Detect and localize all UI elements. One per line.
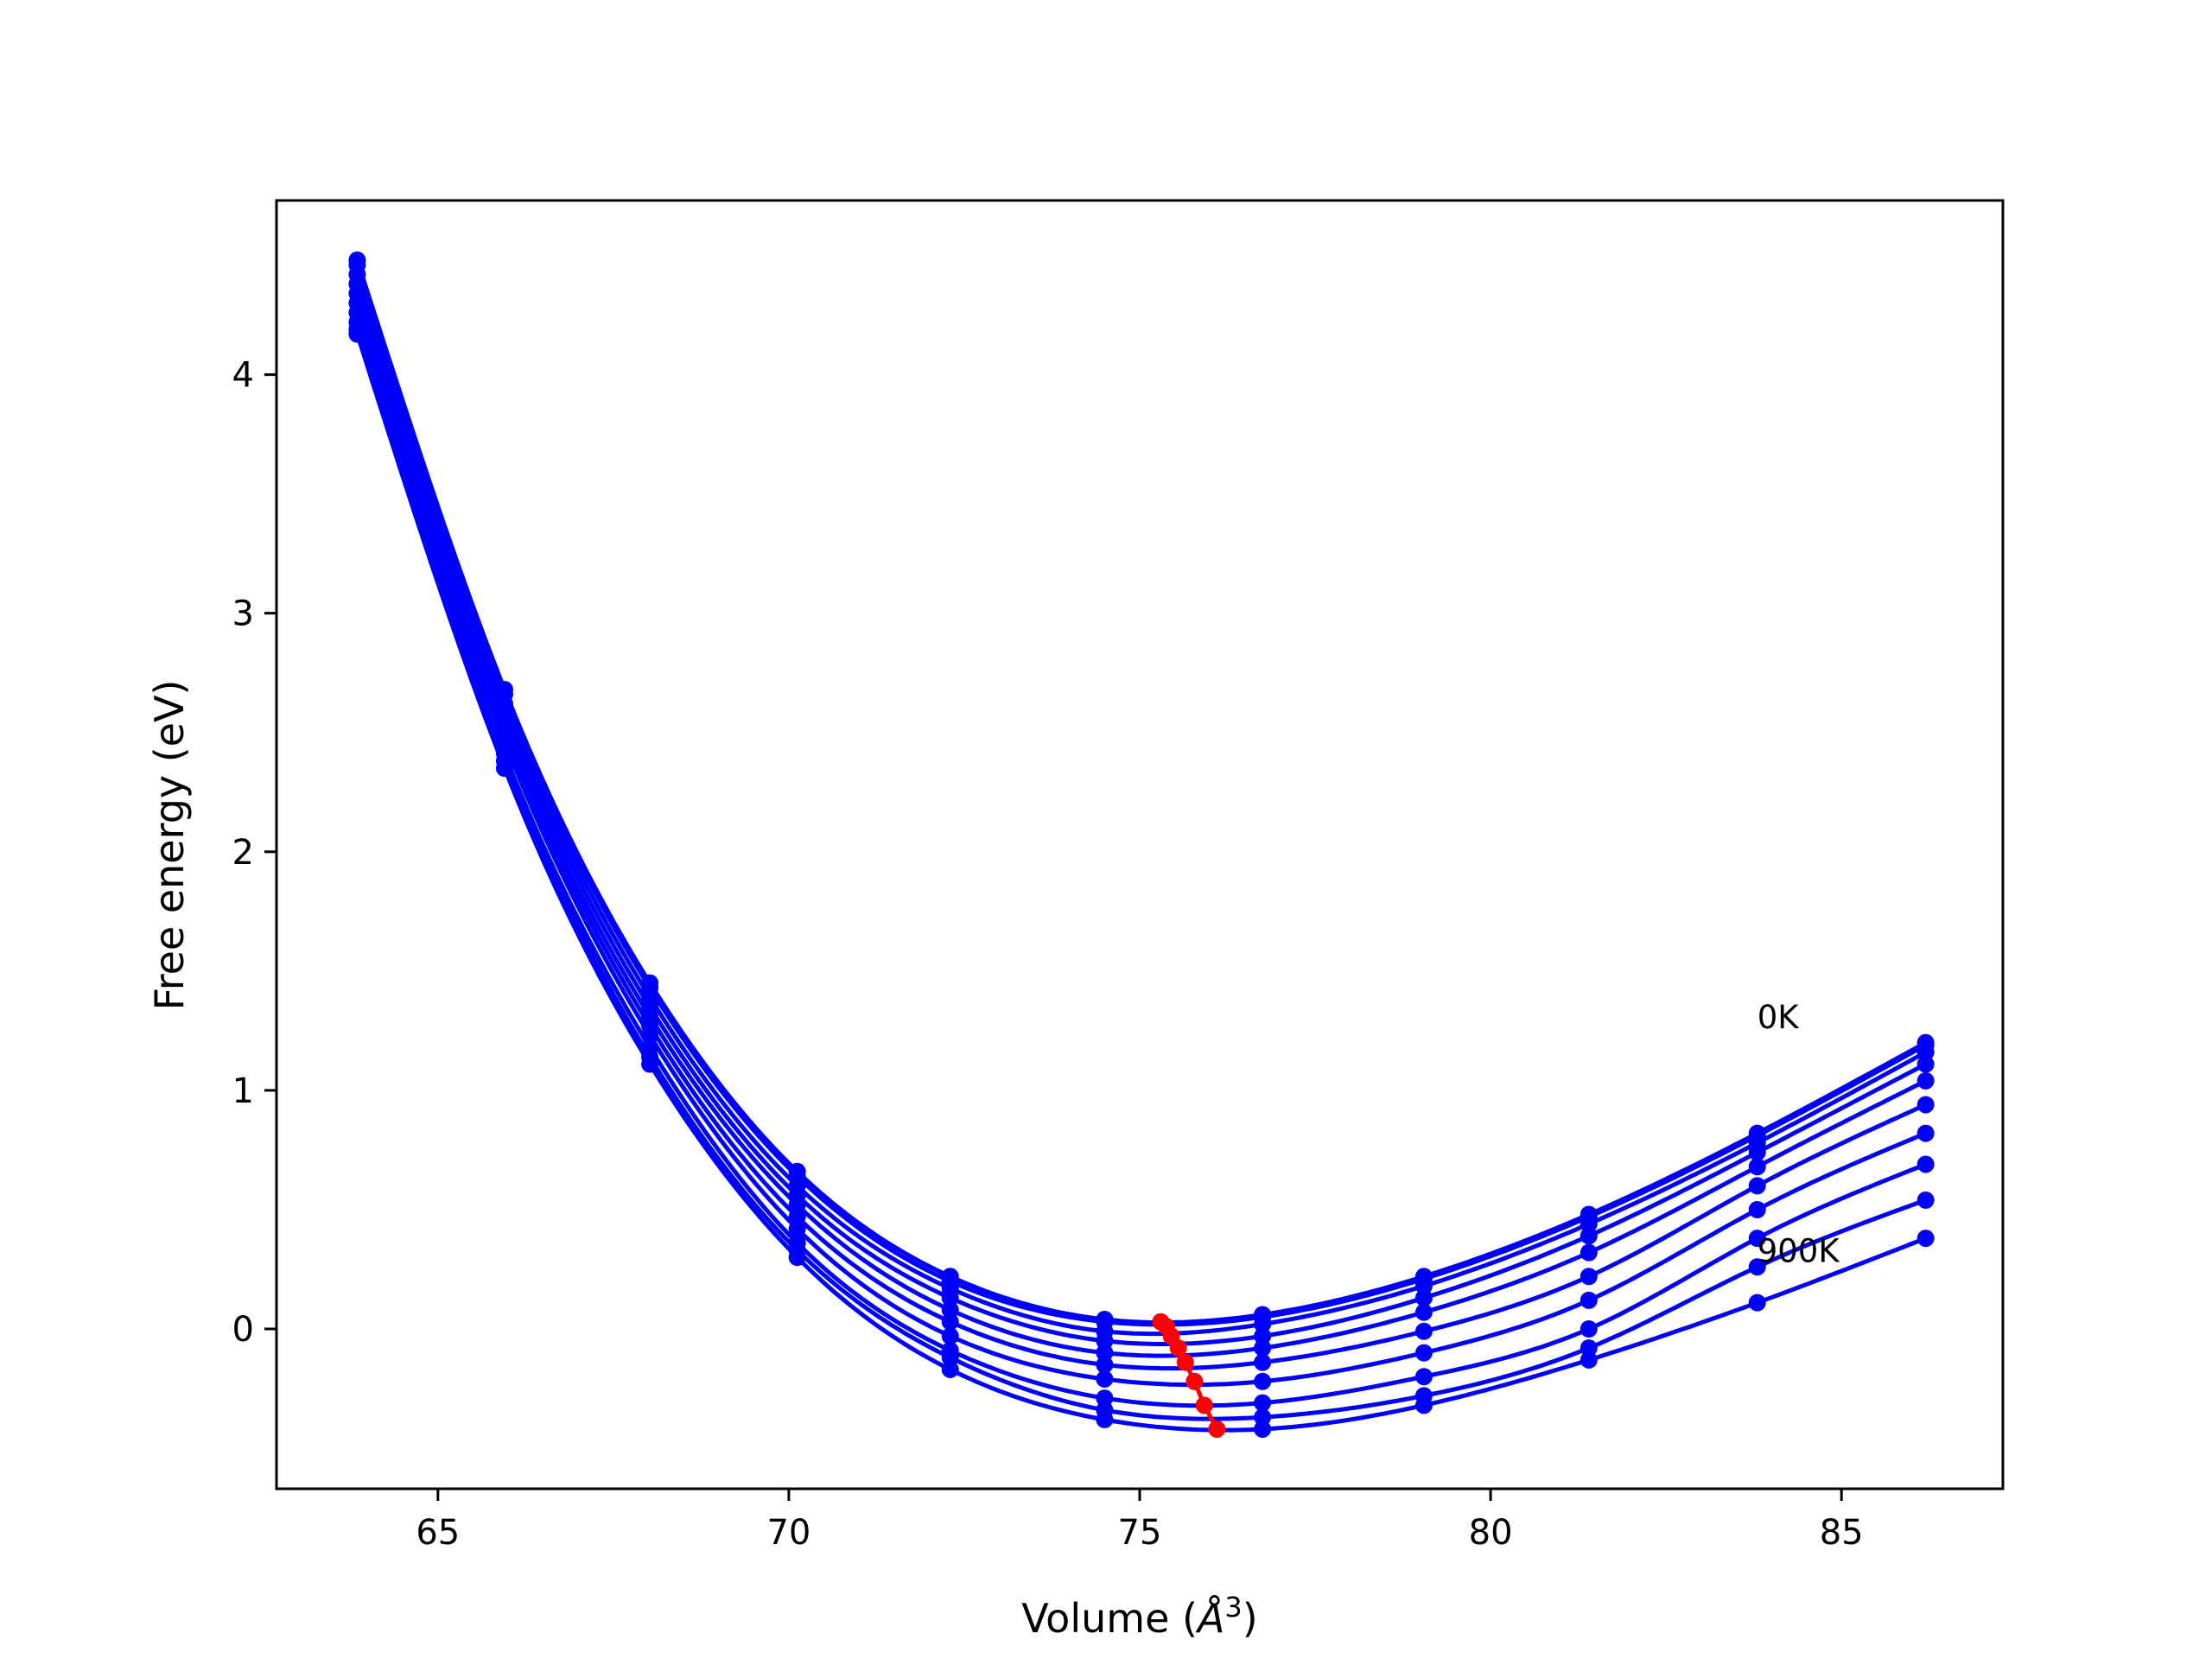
data-point	[348, 325, 366, 343]
data-point	[1414, 1322, 1433, 1340]
y-axis: 0 1 2 3 4	[232, 356, 276, 1350]
data-point	[941, 1327, 959, 1345]
y-axis-label: Free energy (eV)	[146, 680, 193, 1011]
series-line-2	[355, 273, 1927, 1337]
data-point	[1580, 1268, 1598, 1286]
data-point	[1916, 1155, 1935, 1173]
data-point	[1580, 1215, 1598, 1233]
minimum-energy-path	[1152, 1313, 1226, 1438]
data-point	[1096, 1356, 1114, 1374]
data-point	[1580, 1351, 1598, 1369]
data-point	[1916, 1055, 1935, 1073]
data-point	[1254, 1408, 1272, 1427]
data-point	[1254, 1420, 1272, 1438]
data-point	[1916, 1124, 1935, 1142]
x-tick-label: 65	[416, 1513, 460, 1553]
y-tick-label: 3	[232, 594, 254, 634]
y-tick-label: 1	[232, 1071, 254, 1111]
data-point	[1254, 1315, 1272, 1333]
data-point	[1916, 1043, 1935, 1061]
data-point	[941, 1360, 959, 1378]
x-tick-label: 75	[1118, 1513, 1162, 1553]
data-point	[1254, 1353, 1272, 1371]
data-point	[1748, 1200, 1766, 1218]
data-point	[1748, 1294, 1766, 1312]
data-point	[1414, 1396, 1433, 1414]
x-tick-label: 85	[1820, 1513, 1864, 1553]
data-point	[941, 1289, 959, 1307]
data-point	[1414, 1344, 1433, 1362]
minimum-point	[1169, 1339, 1187, 1357]
series-line-8	[355, 328, 1927, 1421]
series-line-5	[355, 302, 1927, 1371]
data-point	[788, 1249, 806, 1267]
y-tick-label: 4	[232, 356, 254, 396]
annotations: 0K 900K	[1758, 999, 1841, 1270]
data-point	[1916, 1230, 1935, 1248]
energy-curves	[348, 251, 1935, 1438]
data-point	[1254, 1327, 1272, 1345]
data-point	[1916, 1191, 1935, 1209]
series-line-0	[355, 259, 1927, 1325]
data-point	[941, 1313, 959, 1331]
data-point	[788, 1208, 806, 1226]
data-point	[495, 760, 513, 778]
data-point	[1748, 1177, 1766, 1195]
x-axis: 65 70 75 80 85	[416, 1489, 1864, 1553]
x-axis-label: Volume (Å3)	[1021, 1591, 1257, 1642]
data-point	[1748, 1230, 1766, 1248]
y-tick-label: 0	[232, 1310, 254, 1350]
series-line-1	[355, 264, 1927, 1327]
data-point	[1580, 1339, 1598, 1357]
series-line-3	[355, 283, 1927, 1346]
data-point	[1748, 1143, 1766, 1161]
data-point	[1414, 1289, 1433, 1307]
temperature-annotation: 900K	[1758, 1233, 1841, 1270]
data-point	[1414, 1277, 1433, 1295]
data-point	[1580, 1320, 1598, 1338]
data-point	[1254, 1394, 1272, 1412]
data-point	[1916, 1071, 1935, 1090]
minimum-point	[1208, 1420, 1226, 1438]
series-line-4	[355, 292, 1927, 1358]
minimum-point	[1176, 1353, 1194, 1371]
data-point	[941, 1300, 959, 1319]
series-line-9	[355, 333, 1927, 1433]
data-point	[1580, 1227, 1598, 1245]
data-point	[1254, 1372, 1272, 1390]
y-tick-label: 2	[232, 833, 254, 873]
data-point	[1096, 1389, 1114, 1408]
data-point	[1254, 1339, 1272, 1357]
minimum-point	[1195, 1396, 1213, 1414]
data-point	[1096, 1370, 1114, 1388]
temperature-annotation: 0K	[1758, 999, 1801, 1036]
data-point	[788, 1220, 806, 1238]
data-point	[641, 1055, 659, 1073]
series-line-7	[355, 321, 1927, 1408]
x-tick-label: 70	[766, 1513, 810, 1553]
data-point	[788, 1196, 806, 1214]
data-point	[1748, 1158, 1766, 1176]
x-tick-label: 80	[1469, 1513, 1513, 1553]
data-point	[1414, 1303, 1433, 1321]
series-line-6	[355, 312, 1927, 1388]
data-point	[1748, 1258, 1766, 1276]
minimum-point	[1185, 1372, 1204, 1390]
data-point	[1580, 1291, 1598, 1309]
data-point	[1580, 1243, 1598, 1262]
data-point	[1096, 1344, 1114, 1362]
data-point	[1096, 1410, 1114, 1428]
data-point	[1916, 1096, 1935, 1114]
data-point	[941, 1349, 959, 1367]
data-point	[1414, 1368, 1433, 1386]
data-point	[1096, 1332, 1114, 1350]
